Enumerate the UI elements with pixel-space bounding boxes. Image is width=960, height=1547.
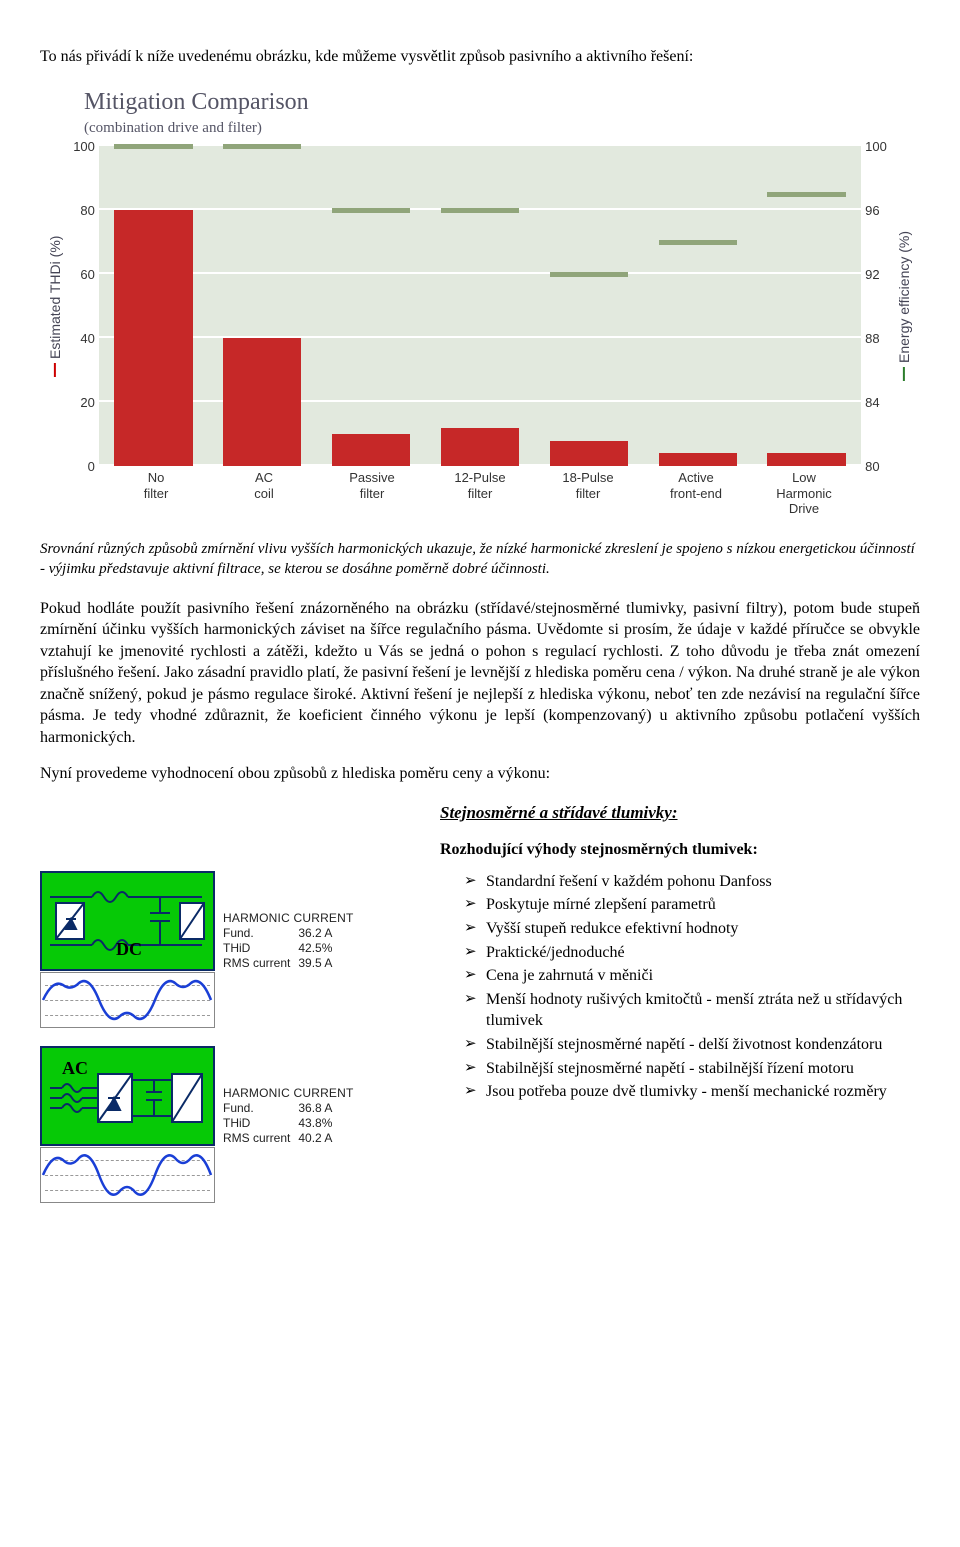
dc-waveform bbox=[40, 972, 215, 1028]
sub-header: Rozhodující výhody stejnosměrných tlumiv… bbox=[440, 839, 920, 861]
dc-block: DC HARMONIC CURRENT Fund.36.2 ATHiD42.5%… bbox=[40, 871, 440, 1028]
thdi-bar bbox=[114, 210, 192, 466]
advantage-item: Poskytuje mírné zlepšení parametrů bbox=[460, 894, 920, 916]
advantage-item: Praktické/jednoduché bbox=[460, 942, 920, 964]
efficiency-marker bbox=[441, 208, 519, 213]
left-axis-ticks: 020406080100 bbox=[67, 146, 99, 466]
thdi-bar bbox=[767, 453, 845, 466]
intro-paragraph: To nás přivádí k níže uvedenému obrázku,… bbox=[40, 46, 920, 68]
dc-harmonic-data: HARMONIC CURRENT Fund.36.2 ATHiD42.5%RMS… bbox=[223, 911, 354, 971]
efficiency-marker bbox=[767, 192, 845, 197]
body-paragraph: Pokud hodláte použít pasivního řešení zn… bbox=[40, 598, 920, 749]
ac-harmonic-title: HARMONIC CURRENT bbox=[223, 1086, 354, 1101]
efficiency-marker bbox=[223, 144, 301, 149]
ac-waveform bbox=[40, 1147, 215, 1203]
mitigation-chart: Mitigation Comparison (combination drive… bbox=[40, 78, 920, 521]
advantage-item: Vyšší stupeň redukce efektivní hodnoty bbox=[460, 918, 920, 940]
right-axis-ticks: 8084889296100 bbox=[861, 146, 893, 466]
chart-subtitle: (combination drive and filter) bbox=[44, 118, 916, 138]
efficiency-marker bbox=[114, 144, 192, 149]
efficiency-marker bbox=[659, 240, 737, 245]
thdi-bar bbox=[659, 453, 737, 466]
efficiency-marker bbox=[332, 208, 410, 213]
right-axis-label: Energy efficiency (%) bbox=[893, 146, 916, 466]
thdi-bar bbox=[550, 441, 628, 467]
dc-circuit-diagram: DC bbox=[40, 871, 215, 971]
chart-caption: Srovnání různých způsobů zmírnění vlivu … bbox=[40, 539, 920, 580]
ac-harmonic-data: HARMONIC CURRENT Fund.36.8 ATHiD43.8%RMS… bbox=[223, 1086, 354, 1146]
ac-label: AC bbox=[62, 1056, 88, 1080]
thdi-bar bbox=[441, 428, 519, 466]
efficiency-marker bbox=[550, 272, 628, 277]
advantages-list: Standardní řešení v každém pohonu Danfos… bbox=[460, 871, 920, 1103]
thdi-bar bbox=[223, 338, 301, 466]
chart-title: Mitigation Comparison bbox=[44, 86, 916, 118]
dc-label: DC bbox=[116, 937, 142, 961]
left-axis-label: Estimated THDi (%) bbox=[44, 146, 67, 466]
chart-plot-area bbox=[99, 146, 861, 466]
advantage-item: Cena je zahrnutá v měniči bbox=[460, 965, 920, 987]
advantage-item: Stabilnější stejnosměrné napětí - delší … bbox=[460, 1034, 920, 1056]
ac-block: AC HARMONIC CURRENT Fund.36.8 ATHiD43.8%… bbox=[40, 1046, 440, 1203]
section-header: Stejnosměrné a střídavé tlumivky: bbox=[440, 802, 920, 825]
advantage-item: Stabilnější stejnosměrné napětí - stabil… bbox=[460, 1058, 920, 1080]
x-axis-ticks: NofilterACcoilPassivefilter12-Pulsefilte… bbox=[102, 466, 858, 517]
advantage-item: Standardní řešení v každém pohonu Danfos… bbox=[460, 871, 920, 893]
advantage-item: Jsou potřeba pouze dvě tlumivky - menší … bbox=[460, 1081, 920, 1103]
ac-circuit-diagram: AC bbox=[40, 1046, 215, 1146]
dc-harmonic-title: HARMONIC CURRENT bbox=[223, 911, 354, 926]
thdi-bar bbox=[332, 434, 410, 466]
evaluation-intro: Nyní provedeme vyhodnocení obou způsobů … bbox=[40, 763, 920, 785]
advantage-item: Menší hodnoty rušivých kmitočtů - menší … bbox=[460, 989, 920, 1032]
